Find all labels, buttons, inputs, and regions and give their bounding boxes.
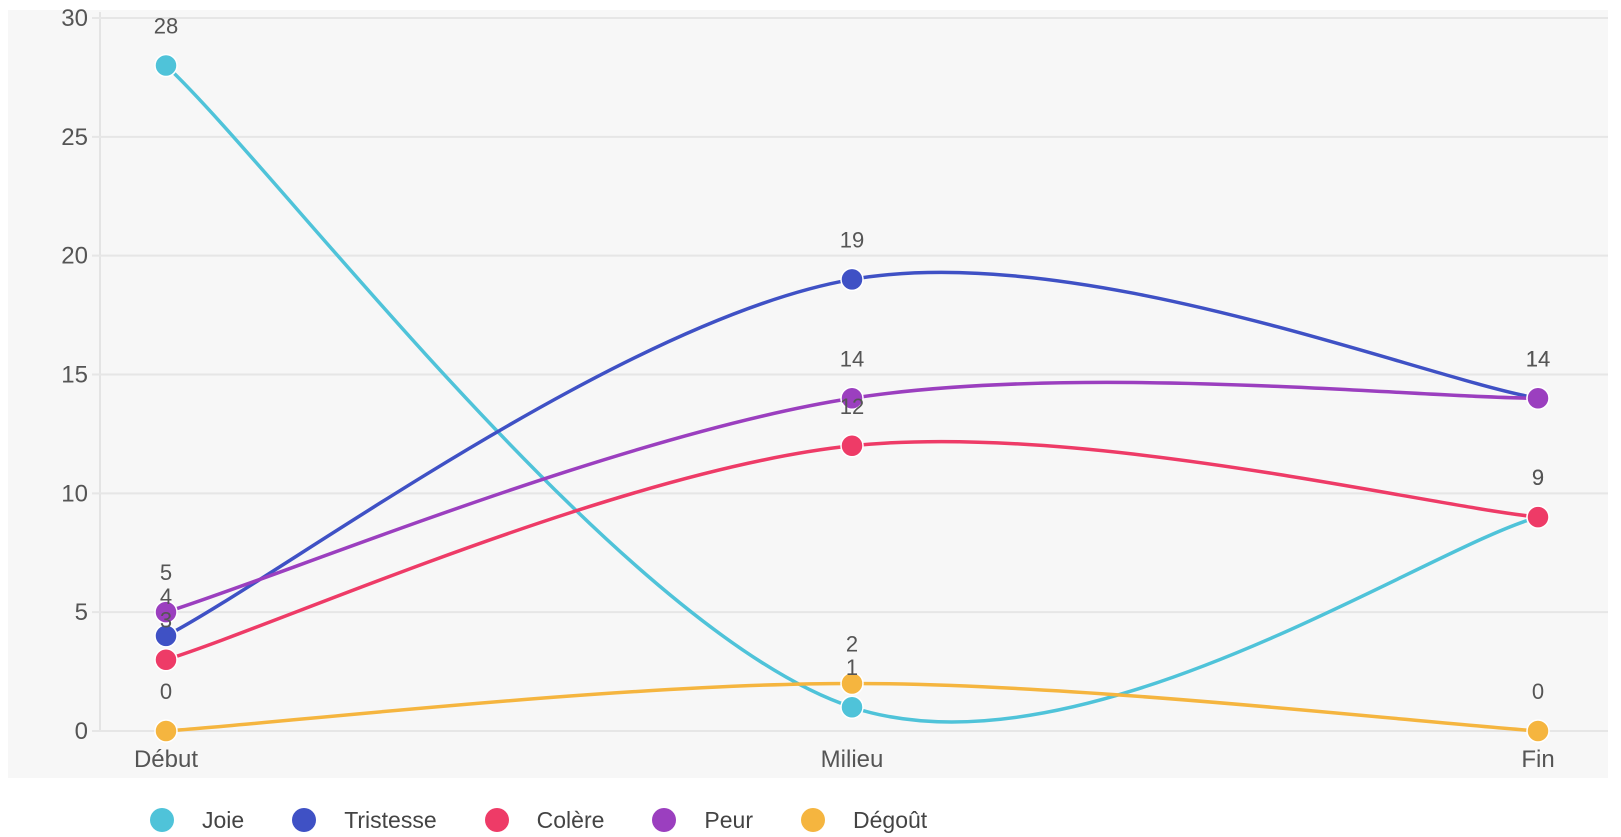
data-point[interactable] [1526, 505, 1550, 529]
legend: Joie Tristesse Colère Peur Dégoût [150, 805, 975, 835]
legend-swatch [484, 808, 509, 832]
series-points [154, 53, 1550, 743]
data-label: 4 [160, 584, 172, 609]
data-point[interactable] [840, 671, 864, 696]
legend-item-colère[interactable]: Colère [484, 806, 605, 834]
data-label: 0 [1532, 679, 1544, 704]
data-label: 14 [1526, 346, 1550, 371]
x-tick-label: Début [134, 746, 198, 773]
data-point[interactable] [1526, 386, 1550, 411]
legend-item-peur[interactable]: Peur [652, 807, 753, 834]
data-point[interactable] [154, 624, 178, 648]
data-point[interactable] [840, 386, 864, 411]
data-label: 1 [846, 655, 858, 680]
legend-swatch [292, 808, 317, 832]
data-label: 9 [1532, 465, 1544, 490]
data-point[interactable] [840, 267, 864, 292]
data-label: 0 [160, 679, 172, 704]
x-tick-label: Milieu [821, 746, 884, 773]
legend-swatch [150, 808, 174, 832]
y-tick-label: 0 [75, 718, 88, 745]
legend-label: Tristesse [344, 806, 437, 833]
data-point[interactable] [154, 53, 178, 78]
legend-swatch [652, 808, 677, 832]
legend-swatch [801, 808, 826, 832]
data-point[interactable] [154, 719, 178, 743]
y-axis: 0 5 10 15 20 25 30 [61, 5, 88, 745]
legend-label: Joie [202, 806, 245, 833]
data-label: 12 [840, 394, 864, 419]
data-point[interactable] [154, 647, 178, 672]
legend-label: Colère [536, 806, 605, 833]
legend-item-dégoût[interactable]: Dégoût [801, 807, 927, 834]
y-tick-label: 5 [75, 599, 88, 626]
data-point[interactable] [840, 434, 864, 458]
series-line-joie [164, 63, 1540, 724]
plot-background [8, 10, 1608, 778]
data-label: 3 [160, 608, 172, 633]
y-tick-label: 20 [61, 243, 88, 270]
data-label: 9 [1532, 465, 1544, 490]
x-tick-label: Fin [1521, 746, 1554, 773]
y-tick-label: 10 [61, 480, 88, 507]
data-label: 14 [1526, 346, 1550, 371]
grid-lines [92, 12, 1608, 732]
data-label: 14 [840, 346, 864, 371]
legend-item-tristesse[interactable]: Tristesse [292, 806, 437, 834]
y-tick-label: 15 [61, 362, 88, 389]
y-tick-label: 25 [61, 124, 88, 151]
data-label: 5 [160, 560, 172, 585]
data-label: 2 [846, 631, 858, 656]
data-point[interactable] [154, 600, 178, 624]
legend-label: Dégoût [853, 806, 928, 833]
data-label: 19 [840, 227, 864, 252]
y-tick-label: 30 [61, 5, 88, 32]
legend-item-joie[interactable]: Joie [150, 807, 244, 834]
legend-label: Peur [704, 806, 754, 833]
data-point[interactable] [1526, 719, 1550, 743]
x-axis: Début Milieu Fin [134, 746, 1555, 773]
data-point[interactable] [840, 695, 864, 719]
data-label: 28 [154, 14, 178, 39]
